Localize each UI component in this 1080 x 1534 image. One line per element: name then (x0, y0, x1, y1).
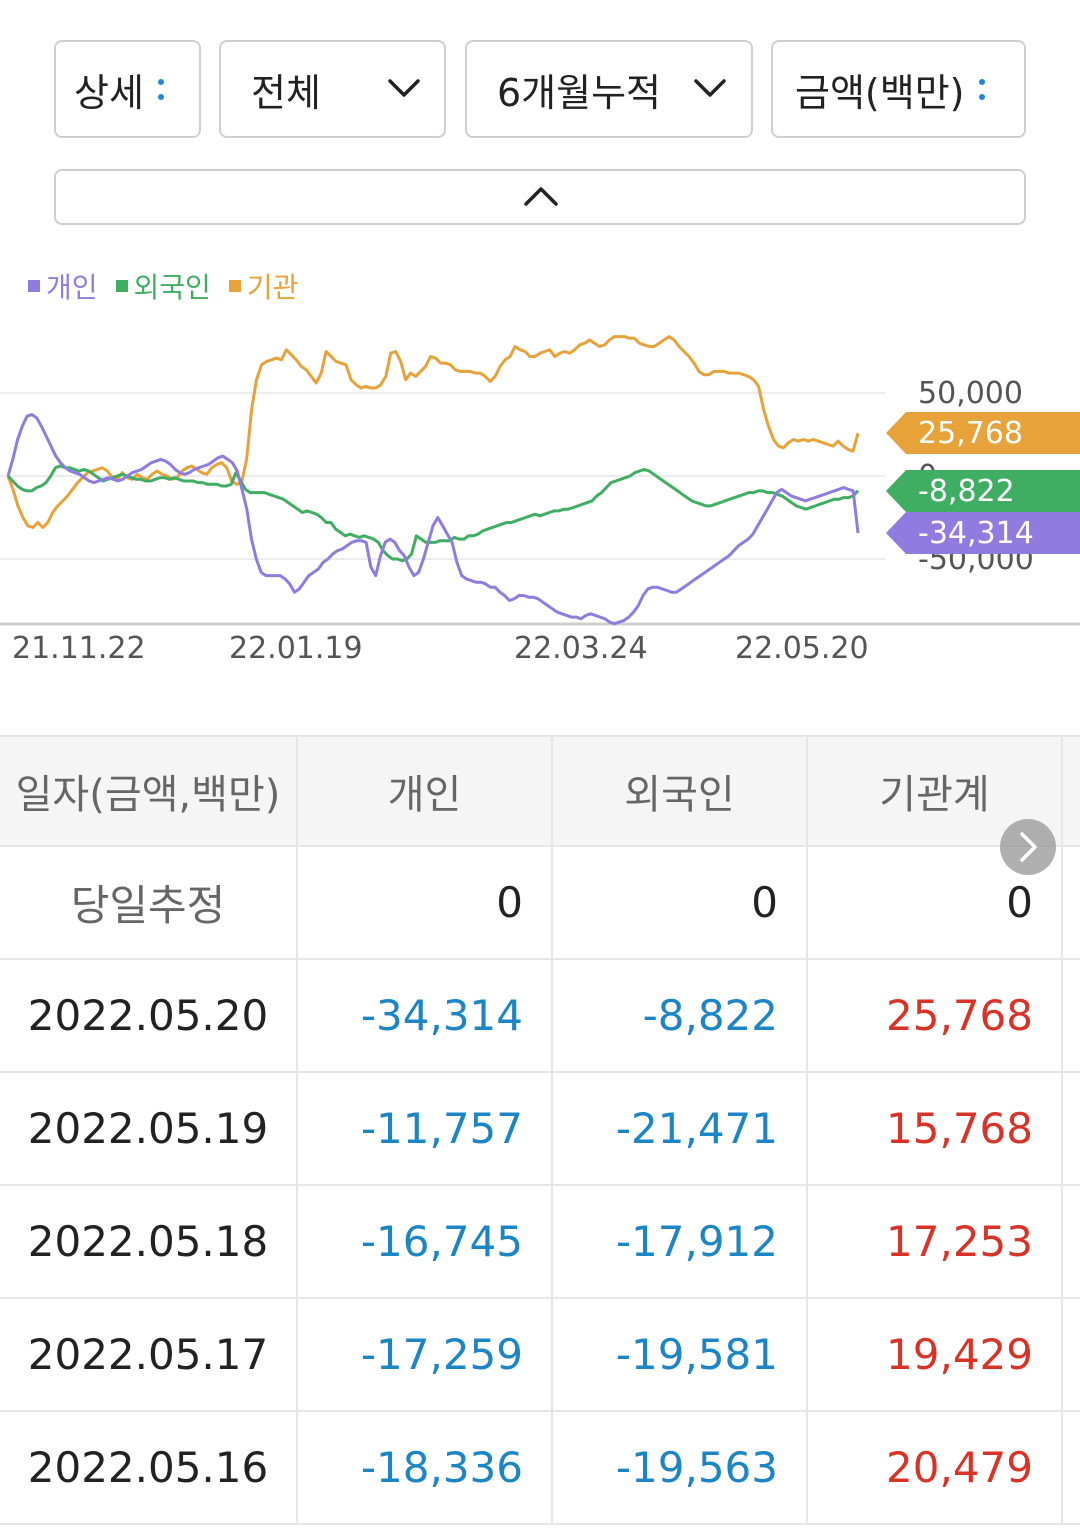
legend-label: 외국인 (133, 271, 211, 304)
row-foreign: -8,822 (553, 960, 808, 1071)
unit-select-label: 금액(백만) (795, 70, 965, 115)
table-row[interactable]: 2022.05.17 -17,259 -19,581 19,429 (0, 1299, 1080, 1412)
legend-item-foreign: 외국인 (115, 266, 211, 306)
row-foreign: -19,563 (553, 1412, 808, 1523)
row-individual: 0 (298, 847, 553, 958)
more-dots-icon (157, 78, 164, 100)
legend-swatch (228, 280, 241, 292)
table-row[interactable]: 2022.05.16 -18,336 -19,563 20,479 (0, 1412, 1080, 1525)
investor-table: 일자(금액,백만) 개인 외국인 기관계 당일추정 0 0 0 2022.05.… (0, 735, 1080, 1525)
last-value-tag (886, 512, 1080, 554)
scope-dropdown[interactable]: 전체 (219, 40, 446, 138)
row-date: 2022.05.20 (0, 960, 298, 1071)
legend-item-institution: 기관 (228, 266, 299, 306)
row-institution: 0 (808, 847, 1063, 958)
row-foreign: -21,471 (553, 1073, 808, 1184)
legend-label: 기관 (246, 271, 299, 304)
more-dots-icon (978, 78, 985, 100)
x-tick-label: 22.05.20 (735, 631, 869, 666)
legend-swatch (28, 280, 40, 292)
series-line (6, 413, 860, 626)
view-select-label: 상세 (74, 70, 144, 115)
header-institution: 기관계 (808, 737, 1063, 845)
row-individual: -11,757 (298, 1073, 553, 1184)
x-tick-label: 22.01.19 (229, 631, 363, 666)
investor-flow-chart[interactable]: 50,0000-50,00021.11.2222.01.1922.03.2422… (0, 320, 1080, 680)
table-header: 일자(금액,백만) 개인 외국인 기관계 (0, 735, 1080, 847)
row-institution: 19,429 (808, 1299, 1063, 1410)
row-date: 2022.05.19 (0, 1073, 298, 1184)
table-row[interactable]: 2022.05.20 -34,314 -8,822 25,768 (0, 960, 1080, 1073)
x-tick-label: 22.03.24 (514, 631, 648, 666)
period-dropdown[interactable]: 6개월누적 (465, 40, 753, 138)
row-individual: -18,336 (298, 1412, 553, 1523)
row-date: 당일추정 (0, 847, 298, 958)
row-date: 2022.05.18 (0, 1186, 298, 1297)
row-institution: 25,768 (808, 960, 1063, 1071)
row-institution: 17,253 (808, 1186, 1063, 1297)
scroll-right-button[interactable] (1000, 819, 1056, 875)
row-individual: -34,314 (298, 960, 553, 1071)
series-line (6, 335, 860, 529)
chevron-down-icon (388, 79, 420, 97)
last-value-label: -8,822 (918, 474, 1015, 509)
last-value-tag (886, 412, 1080, 454)
last-value-tag (886, 470, 1080, 512)
row-individual: -17,259 (298, 1299, 553, 1410)
chevron-up-icon (524, 187, 558, 206)
header-date: 일자(금액,백만) (0, 737, 298, 845)
legend-swatch (115, 280, 128, 292)
period-dropdown-label: 6개월누적 (497, 70, 662, 115)
row-foreign: -19,581 (553, 1299, 808, 1410)
table-row[interactable]: 2022.05.19 -11,757 -21,471 15,768 (0, 1073, 1080, 1186)
y-tick-label: 50,000 (918, 376, 1023, 411)
collapse-chart-button[interactable] (54, 169, 1026, 225)
series-line (6, 464, 860, 563)
row-date: 2022.05.16 (0, 1412, 298, 1523)
row-date: 2022.05.17 (0, 1299, 298, 1410)
view-select[interactable]: 상세 (54, 40, 201, 138)
header-individual: 개인 (298, 737, 553, 845)
chevron-down-icon (694, 79, 726, 97)
chevron-right-icon (1020, 832, 1037, 862)
x-tick-label: 21.11.22 (12, 631, 146, 666)
last-value-label: 25,768 (918, 416, 1023, 451)
chart-legend: 개인 외국인 기관 (28, 266, 298, 306)
row-institution: 15,768 (808, 1073, 1063, 1184)
table-row[interactable]: 당일추정 0 0 0 (0, 847, 1080, 960)
last-value-label: -34,314 (918, 516, 1034, 551)
scope-dropdown-label: 전체 (251, 70, 321, 115)
header-foreign: 외국인 (553, 737, 808, 845)
unit-select[interactable]: 금액(백만) (771, 40, 1026, 138)
row-foreign: -17,912 (553, 1186, 808, 1297)
table-row[interactable]: 2022.05.18 -16,745 -17,912 17,253 (0, 1186, 1080, 1299)
legend-label: 개인 (46, 271, 98, 304)
legend-item-individual: 개인 (28, 266, 98, 306)
row-individual: -16,745 (298, 1186, 553, 1297)
row-foreign: 0 (553, 847, 808, 958)
row-institution: 20,479 (808, 1412, 1063, 1523)
